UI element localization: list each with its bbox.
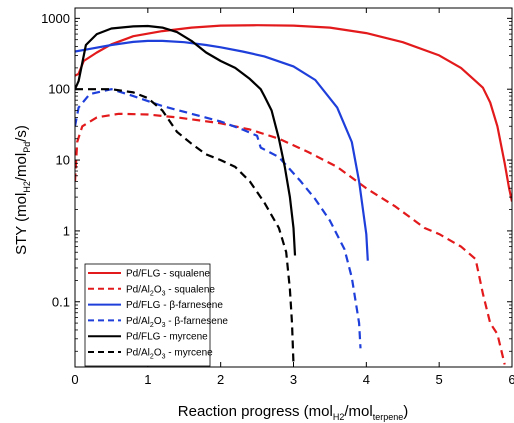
x-tick-label: 2	[217, 372, 224, 387]
plot-area	[75, 24, 512, 365]
x-tick-label: 4	[363, 372, 370, 387]
series-line-6	[75, 88, 295, 365]
y-tick-label: 100	[48, 82, 70, 97]
y-tick-label: 10	[56, 153, 70, 168]
x-tick-label: 6	[508, 372, 514, 387]
y-tick-label: 1	[63, 223, 70, 238]
series-line-1	[75, 24, 512, 202]
legend-label: Pd/Al2O3 - squalene	[126, 284, 215, 297]
x-axis-title: Reaction progress (molH2/molterpene)	[178, 403, 408, 422]
axes: 0 1 2 3 4 5 6 0.1 1 10 100 1000	[41, 7, 514, 387]
legend-label: Pd/FLG - myrcene	[126, 332, 208, 343]
series-line-4	[75, 88, 362, 349]
legend-box	[84, 263, 211, 367]
x-tick-label: 5	[436, 372, 443, 387]
legend-label: Pd/FLG - squalene	[126, 269, 210, 280]
series-line-2	[75, 112, 506, 365]
legend-label: Pd/Al2O3 - myrcene	[126, 348, 213, 361]
legend: Pd/FLG - squalene Pd/Al2O3 - squalene Pd/F…	[84, 263, 228, 367]
x-tick-label: 3	[290, 372, 297, 387]
series-line-5	[75, 24, 297, 256]
legend-label: Pd/FLG - β-farnesene	[126, 300, 223, 311]
legend-label: Pd/Al2O3 - β-farnesene	[126, 316, 228, 329]
y-tick-label: 1000	[41, 11, 70, 26]
x-tick-label: 1	[144, 372, 151, 387]
x-tick-label: 0	[71, 372, 78, 387]
series-line-3	[75, 39, 369, 261]
y-tick-label: 0.1	[52, 294, 70, 309]
y-axis-title: STY (molH2/molPd/s)	[13, 125, 32, 255]
